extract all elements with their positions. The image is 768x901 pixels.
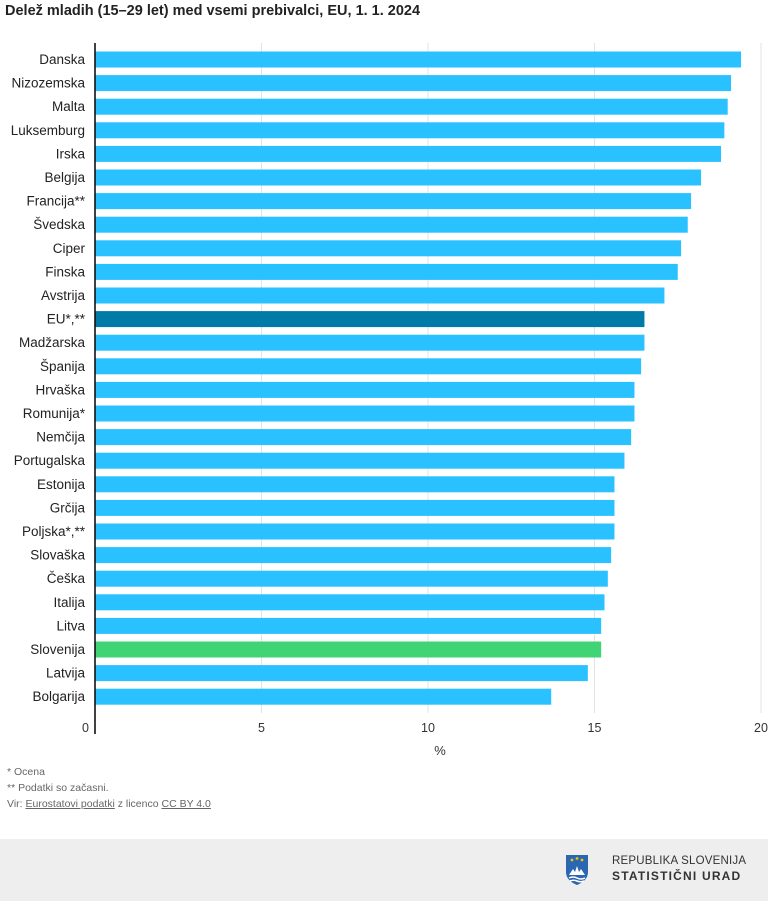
category-label: Bolgarija — [32, 689, 85, 704]
x-tick-label: 10 — [421, 721, 435, 735]
category-label: Latvija — [46, 666, 86, 681]
bar — [95, 405, 635, 422]
category-label: Belgija — [44, 170, 85, 185]
x-tick-label: 0 — [82, 721, 89, 735]
bar — [95, 641, 602, 658]
category-label: Estonija — [37, 477, 86, 492]
bar — [95, 547, 612, 564]
category-label: Francija** — [26, 194, 85, 209]
source-prefix: Vir: — [7, 798, 26, 810]
bar — [95, 594, 605, 611]
category-label: Hrvaška — [35, 382, 85, 397]
category-label: Avstrija — [41, 288, 86, 303]
bar — [95, 523, 615, 540]
x-tick-label: 15 — [588, 721, 602, 735]
bar — [95, 75, 732, 92]
bar — [95, 452, 625, 469]
category-label: Nemčija — [36, 430, 85, 445]
note-provisional: ** Podatki so začasni. — [7, 782, 109, 794]
category-label: Madžarska — [19, 335, 86, 350]
category-label: EU*,** — [47, 312, 86, 327]
category-label: Španija — [40, 359, 86, 374]
bar — [95, 311, 645, 328]
source-mid: z licenco — [114, 798, 162, 810]
x-tick-label: 20 — [754, 721, 768, 735]
bar — [95, 51, 742, 68]
bar — [95, 193, 692, 210]
category-label: Danska — [39, 52, 85, 67]
category-label: Portugalska — [14, 453, 86, 468]
notes: * Ocena ** Podatki so začasni. Vir: Euro… — [7, 764, 211, 812]
chart-title: Delež mladih (15–29 let) med vsemi prebi… — [5, 3, 421, 19]
category-label: Ciper — [53, 241, 86, 256]
category-label: Malta — [52, 99, 86, 114]
bar — [95, 358, 642, 375]
bar — [95, 98, 728, 115]
bar — [95, 287, 665, 304]
category-label: Finska — [45, 264, 85, 279]
brand: REPUBLIKA SLOVENIJA STATISTIČNI URAD — [612, 855, 746, 883]
brand-line-1: REPUBLIKA SLOVENIJA — [612, 855, 747, 867]
bar — [95, 169, 702, 186]
eurostat-link[interactable]: Eurostatovi podatki — [25, 798, 115, 810]
category-label: Češka — [47, 571, 86, 586]
bar — [95, 499, 615, 516]
category-label: Poljska*,** — [22, 524, 86, 539]
bar — [95, 263, 678, 280]
bar-chart: 0 5 10 15 20 Danska Nizozemska Malta Luksemburg I… — [11, 43, 768, 758]
bar — [95, 688, 552, 705]
bar — [95, 381, 635, 398]
bar — [95, 145, 722, 162]
category-label: Nizozemska — [11, 76, 85, 91]
bar — [95, 122, 725, 139]
x-axis-label: % — [434, 743, 446, 758]
note-estimate: * Ocena — [7, 766, 45, 778]
bar — [95, 216, 688, 233]
bar — [95, 617, 602, 634]
footer: REPUBLIKA SLOVENIJA STATISTIČNI URAD — [0, 839, 768, 901]
brand-line-2: STATISTIČNI URAD — [612, 869, 742, 883]
category-label: Luksemburg — [11, 123, 85, 138]
category-label: Italija — [53, 595, 85, 610]
bar — [95, 665, 588, 682]
category-label: Grčija — [50, 500, 86, 515]
bar — [95, 334, 645, 351]
category-label: Litva — [56, 618, 85, 633]
bar — [95, 570, 608, 587]
license-link[interactable]: CC BY 4.0 — [161, 798, 211, 810]
slovenia-coat-of-arms-icon — [566, 855, 588, 885]
bar — [95, 476, 615, 493]
category-label: Slovenija — [30, 642, 85, 657]
category-label: Romunija* — [23, 406, 86, 421]
category-label: Irska — [56, 146, 86, 161]
source-line: Vir: Eurostatovi podatki z licenco CC BY… — [7, 796, 211, 812]
category-label: Slovaška — [30, 548, 85, 563]
x-tick-label: 5 — [258, 721, 265, 735]
category-label: Švedska — [33, 217, 85, 232]
bar — [95, 240, 682, 257]
bar — [95, 429, 632, 446]
